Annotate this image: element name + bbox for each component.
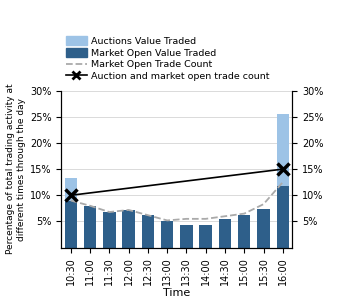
Bar: [84, 206, 96, 248]
Bar: [65, 178, 77, 201]
Y-axis label: Percentage of total trading activity at
different times through the day: Percentage of total trading activity at …: [6, 84, 26, 254]
Bar: [219, 219, 231, 248]
Bar: [200, 225, 212, 248]
Bar: [276, 186, 289, 248]
Bar: [180, 225, 193, 248]
Bar: [122, 210, 135, 248]
Bar: [276, 114, 289, 186]
Bar: [142, 215, 154, 248]
Bar: [65, 201, 77, 248]
X-axis label: Time: Time: [163, 288, 190, 298]
Bar: [161, 221, 173, 248]
Legend: Auctions Value Traded, Market Open Value Traded, Market Open Trade Count, Auctio: Auctions Value Traded, Market Open Value…: [66, 36, 270, 81]
Bar: [103, 212, 116, 248]
Bar: [257, 209, 270, 248]
Bar: [238, 215, 251, 248]
